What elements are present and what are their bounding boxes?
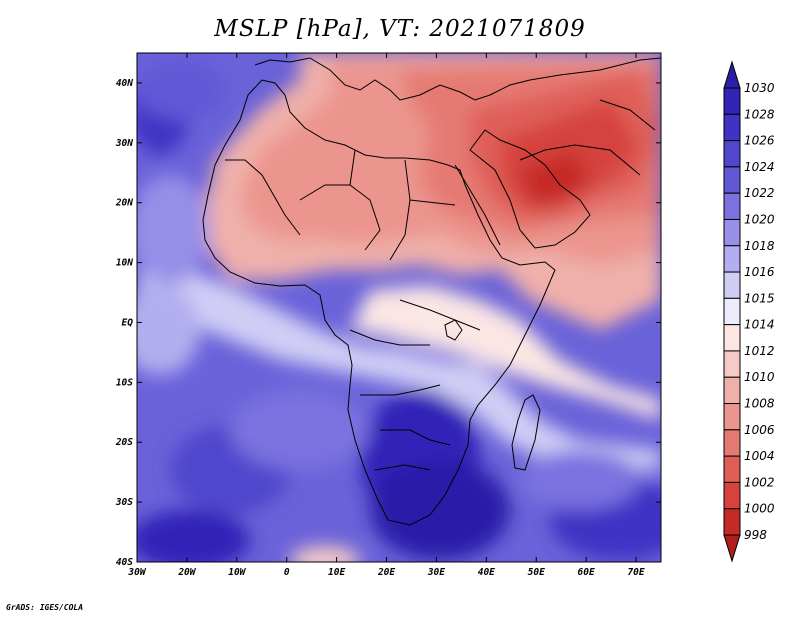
latitude-axis: 40N 30N 20N 10N EQ 10S 20S 30S 40S bbox=[115, 78, 661, 568]
lon-tick-label: 30W bbox=[127, 567, 146, 578]
lat-tick-label: 20N bbox=[115, 198, 133, 209]
colorbar-label: 1018 bbox=[744, 239, 775, 253]
colorbar-label: 1012 bbox=[744, 344, 775, 358]
lat-tick-label: 30S bbox=[115, 497, 133, 508]
lat-tick-label: 20S bbox=[115, 437, 133, 448]
lon-tick-label: 0 bbox=[284, 567, 290, 578]
colorbar: 1030 1028 1026 1024 1022 1020 1018 1016 1015 1014… bbox=[723, 60, 775, 563]
colorbar-segment bbox=[723, 113, 741, 142]
coastlines bbox=[202, 57, 661, 526]
colorbar-segment bbox=[723, 218, 741, 247]
colorbar-label: 998 bbox=[744, 528, 767, 542]
map-frame bbox=[136, 52, 662, 563]
lon-tick-label: 60E bbox=[578, 567, 595, 578]
colorbar-label: 1026 bbox=[744, 134, 775, 148]
colorbar-label: 1002 bbox=[744, 475, 775, 489]
colorbar-segment bbox=[723, 271, 741, 299]
colorbar-segment bbox=[723, 508, 741, 536]
longitude-axis: 30W 20W 10W 0 10E 20E 30E 40E 50E 60E 70E bbox=[127, 53, 645, 578]
lon-tick-label: 20E bbox=[377, 567, 395, 578]
colorbar-segment bbox=[723, 429, 741, 457]
lat-tick-label: EQ bbox=[122, 317, 134, 328]
colorbar-segment bbox=[723, 140, 741, 168]
credit-footer: GrADS: IGES/COLA bbox=[6, 603, 84, 612]
colorbar-segment bbox=[723, 455, 741, 483]
colorbar-segment bbox=[723, 297, 741, 326]
lon-tick-label: 50E bbox=[528, 567, 545, 578]
colorbar-segment bbox=[723, 481, 741, 510]
lon-tick-label: 70E bbox=[627, 567, 644, 578]
colorbar-label: 1004 bbox=[744, 449, 775, 463]
lon-tick-label: 30E bbox=[427, 567, 445, 578]
colorbar-label: 1010 bbox=[744, 370, 775, 384]
colorbar-label: 1006 bbox=[744, 423, 775, 437]
lat-tick-label: 40N bbox=[116, 78, 133, 89]
colorbar-segment bbox=[723, 324, 741, 352]
lat-tick-label: 10N bbox=[116, 258, 133, 269]
colorbar-segment bbox=[723, 87, 741, 115]
colorbar-min-arrow bbox=[723, 534, 741, 563]
lon-tick-label: 20W bbox=[177, 567, 196, 578]
colorbar-label: 1030 bbox=[744, 81, 775, 95]
colorbar-label: 1000 bbox=[744, 502, 775, 516]
colorbar-segment bbox=[723, 403, 741, 431]
colorbar-label: 1020 bbox=[744, 212, 775, 226]
lon-tick-label: 10W bbox=[228, 567, 246, 578]
colorbar-label: 1008 bbox=[744, 397, 775, 411]
colorbar-max-arrow bbox=[723, 60, 741, 89]
colorbar-segment bbox=[723, 192, 741, 220]
lat-tick-label: 30N bbox=[115, 138, 133, 149]
lon-tick-label: 10E bbox=[328, 567, 345, 578]
colorbar-segment bbox=[723, 166, 741, 194]
colorbar-label: 1015 bbox=[744, 291, 775, 305]
colorbar-label: 1014 bbox=[744, 318, 775, 332]
map-title: MSLP [hPa], VT: 2021071809 bbox=[214, 16, 586, 42]
colorbar-segment bbox=[723, 245, 741, 273]
lat-tick-label: 40S bbox=[116, 557, 133, 568]
colorbar-label: 1028 bbox=[744, 107, 775, 121]
colorbar-segment bbox=[723, 376, 741, 405]
colorbar-label: 1024 bbox=[744, 160, 775, 174]
colorbar-segment bbox=[723, 350, 741, 378]
lon-tick-label: 40E bbox=[478, 567, 495, 578]
pressure-field bbox=[137, 53, 661, 562]
colorbar-label: 1016 bbox=[744, 265, 775, 279]
colorbar-label: 1022 bbox=[744, 186, 775, 200]
lat-tick-label: 10S bbox=[116, 377, 133, 388]
